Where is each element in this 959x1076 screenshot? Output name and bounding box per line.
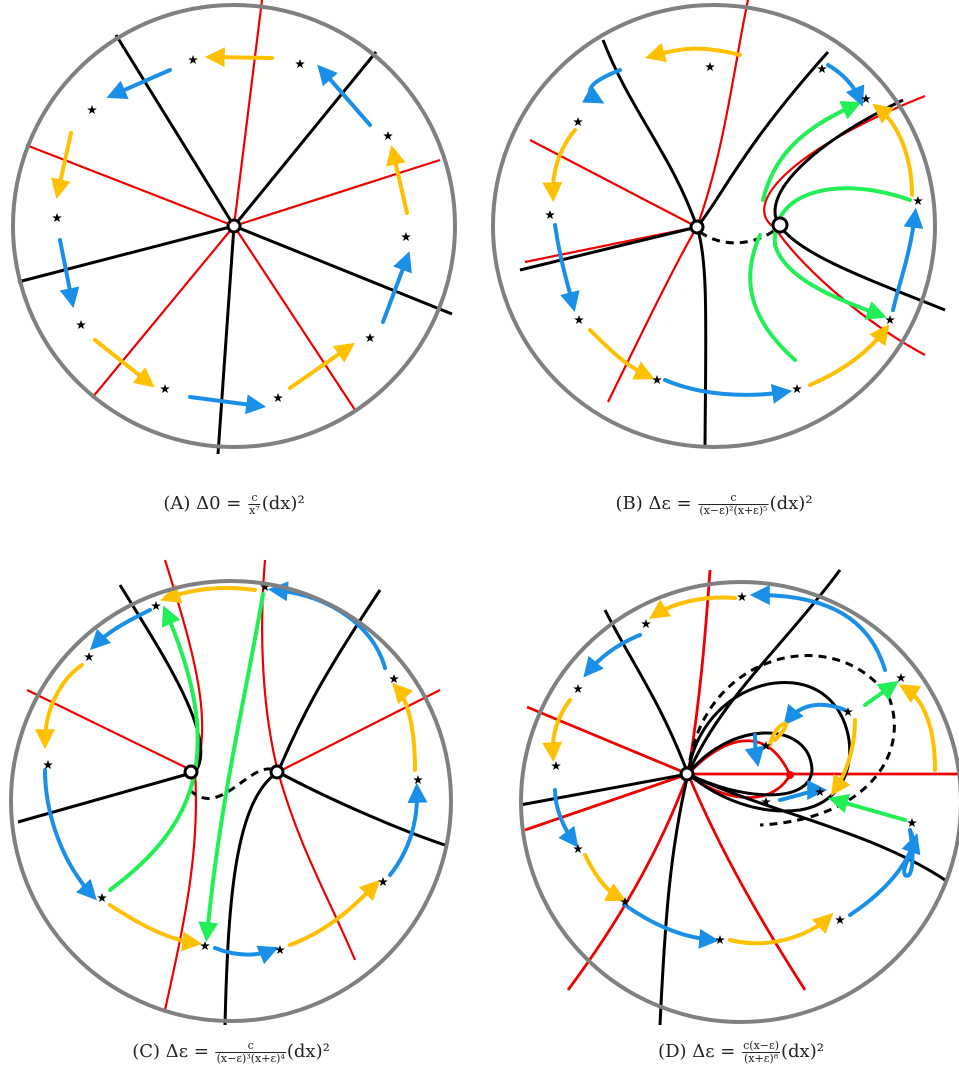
caption-c-label: (C) — [132, 1041, 161, 1063]
panel-c-boundary-circle — [9, 579, 453, 1023]
caption-a-num: c — [248, 492, 261, 505]
panel-c-arrows — [35, 581, 428, 965]
panel-b-arrows — [542, 42, 924, 404]
panel-a-arrows — [50, 47, 412, 415]
caption-b-num: c — [698, 492, 769, 505]
panel-a-black-curves — [17, 34, 453, 455]
caption-d-fraction: c(x−ε) (x+ε)⁸ — [742, 1039, 781, 1065]
caption-c-fraction: c (x−ε)³(x+ε)⁴ — [215, 1040, 286, 1065]
caption-a-fraction: c x⁷ — [248, 492, 261, 516]
caption-d-lhs: Δε = — [692, 1041, 736, 1063]
panel-d-red-curves — [524, 569, 959, 991]
panel-b-black-curves — [519, 39, 946, 446]
caption-a-den: x⁷ — [249, 503, 260, 517]
caption-b-tail: (dx)² — [769, 493, 813, 515]
panel-b-boundary-circle — [491, 3, 937, 449]
caption-d-num: c(x−ε) — [742, 1039, 781, 1053]
caption-a-tail: (dx)² — [261, 493, 305, 515]
caption-c-num: c — [215, 1040, 286, 1053]
panel-c-pole-2 — [269, 764, 285, 780]
caption-a-label: (A) — [163, 493, 191, 515]
caption-b-fraction: c (x−ε)²(x+ε)⁵ — [698, 492, 769, 517]
caption-c-lhs: Δε = — [165, 1041, 209, 1063]
caption-d-tail: (dx)² — [781, 1041, 824, 1063]
panel-d-arrows — [542, 585, 937, 949]
caption-b-lhs: Δε = — [648, 493, 692, 515]
caption-c: (C) Δε = c (x−ε)³(x+ε)⁴ (dx)² — [132, 1040, 330, 1064]
caption-b: (B) Δε = c (x−ε)²(x+ε)⁵ (dx)² — [615, 492, 812, 516]
panel-a-boundary-circle — [11, 3, 457, 449]
panel-b-pole-2 — [771, 216, 789, 234]
caption-a-lhs: Δ0 = — [196, 493, 242, 515]
panel-a-red-curves — [25, 0, 441, 411]
caption-d-label: (D) — [658, 1041, 687, 1063]
panel-b-pole-1 — [689, 219, 705, 235]
panel-c-pole-1 — [183, 764, 199, 780]
panel-d-pole — [679, 766, 695, 782]
panel-b-green-arrows — [748, 101, 912, 362]
panel-d-stars — [551, 592, 917, 944]
panel-d-boundary-circle — [519, 580, 959, 1024]
panel-c-green-arrows — [108, 592, 265, 943]
panel-d — [519, 569, 959, 1026]
panel-a-pole — [226, 218, 242, 234]
caption-d: (D) Δε = c(x−ε) (x+ε)⁸ (dx)² — [658, 1040, 824, 1064]
caption-a: (A) Δ0 = c x⁷ (dx)² — [163, 492, 304, 516]
panel-d-zero — [786, 771, 794, 779]
panel-b-red-curves — [524, 0, 926, 403]
panel-b — [491, 0, 946, 449]
panel-c-black-curves — [17, 584, 446, 1026]
panel-a — [11, 0, 457, 455]
caption-c-den: (x−ε)³(x+ε)⁴ — [216, 1051, 285, 1065]
caption-b-den: (x−ε)²(x+ε)⁵ — [699, 503, 768, 517]
caption-c-tail: (dx)² — [286, 1041, 330, 1063]
panel-c — [9, 559, 453, 1026]
caption-d-den: (x+ε)⁸ — [744, 1051, 779, 1065]
panel-d-green-arrows — [828, 680, 907, 822]
panel-c-red-curves — [26, 559, 441, 1011]
caption-b-label: (B) — [615, 493, 643, 515]
